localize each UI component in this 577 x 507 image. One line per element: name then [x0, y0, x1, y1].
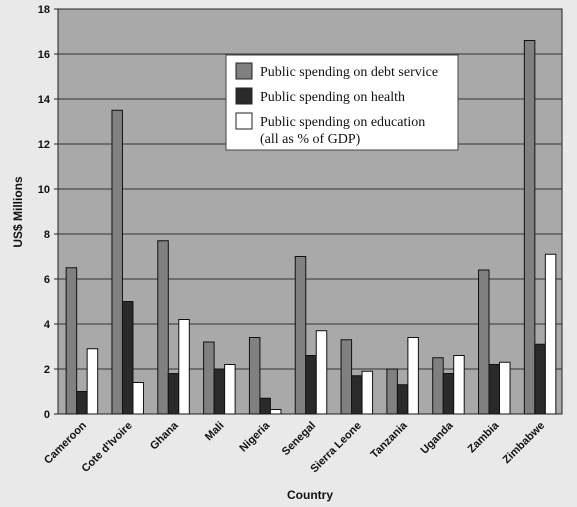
- y-tick-label: 4: [44, 319, 51, 331]
- bar: [121, 301, 134, 415]
- bar: [111, 109, 123, 415]
- bar: [361, 370, 374, 415]
- y-tick-label: 8: [44, 229, 50, 241]
- bar: [499, 361, 511, 415]
- bar: [269, 409, 282, 415]
- y-axis-title: US$ Millions: [11, 176, 25, 248]
- y-tick-label: 12: [38, 139, 50, 151]
- bar: [248, 337, 261, 415]
- x-tick-label: Cameroon: [42, 419, 89, 466]
- y-tick-label: 18: [38, 4, 50, 16]
- x-tick-label: Zimbabwe: [501, 420, 548, 467]
- bar: [86, 348, 99, 415]
- bar: [224, 364, 236, 415]
- bar: [442, 373, 455, 415]
- x-tick-label: Zambia: [466, 419, 502, 455]
- legend-label-health: Public spending on health: [260, 90, 405, 105]
- bar: [386, 368, 398, 415]
- y-tick-label: 0: [44, 409, 50, 421]
- legend-note: (all as % of GDP): [260, 132, 361, 147]
- y-tick-label: 10: [38, 184, 50, 196]
- x-tick-label: Tanzania: [369, 419, 411, 461]
- bar: [432, 357, 444, 415]
- legend-label-education: Public spending on education: [260, 115, 425, 130]
- bar: [157, 240, 169, 415]
- bar: [132, 382, 144, 415]
- bar: [294, 256, 307, 415]
- bar: [478, 269, 490, 415]
- bar: [213, 368, 226, 415]
- bar: [315, 330, 328, 415]
- x-tick-label: Senegal: [280, 420, 318, 458]
- bar: [544, 253, 557, 415]
- y-tick-label: 6: [44, 274, 50, 286]
- bar: [305, 355, 317, 415]
- y-axis-ticks: 0 2 4 6 8 10 12 14 16 18: [38, 4, 58, 421]
- x-tick-label: Ghana: [148, 419, 181, 452]
- x-tick-label: Uganda: [419, 419, 457, 457]
- legend: Public spending on debt service Public s…: [225, 54, 459, 151]
- x-tick-label: Mali: [203, 420, 227, 444]
- bar: [76, 391, 88, 415]
- bar: [453, 355, 465, 415]
- legend-swatch-health: [235, 87, 253, 105]
- x-axis-title: Country: [287, 488, 333, 502]
- legend-label-debt: Public spending on debt service: [260, 65, 438, 80]
- bar: [488, 364, 501, 415]
- legend-swatch-debt: [235, 62, 253, 80]
- bar: [167, 373, 180, 415]
- bar: [351, 375, 363, 415]
- bar: [203, 341, 215, 415]
- bars: [65, 40, 557, 415]
- bar: [407, 337, 419, 415]
- bar: [178, 319, 190, 415]
- x-tick-label: Nigeria: [237, 419, 272, 454]
- legend-swatch-education: [235, 112, 253, 130]
- bar: [340, 339, 353, 415]
- legend-box: [225, 54, 459, 151]
- y-tick-label: 2: [44, 364, 50, 376]
- bar: [534, 343, 546, 415]
- bar: [259, 397, 271, 415]
- bar: [396, 384, 409, 415]
- bar: [65, 267, 78, 415]
- y-tick-label: 14: [38, 94, 51, 106]
- bar: [523, 40, 536, 415]
- y-tick-label: 16: [38, 49, 50, 61]
